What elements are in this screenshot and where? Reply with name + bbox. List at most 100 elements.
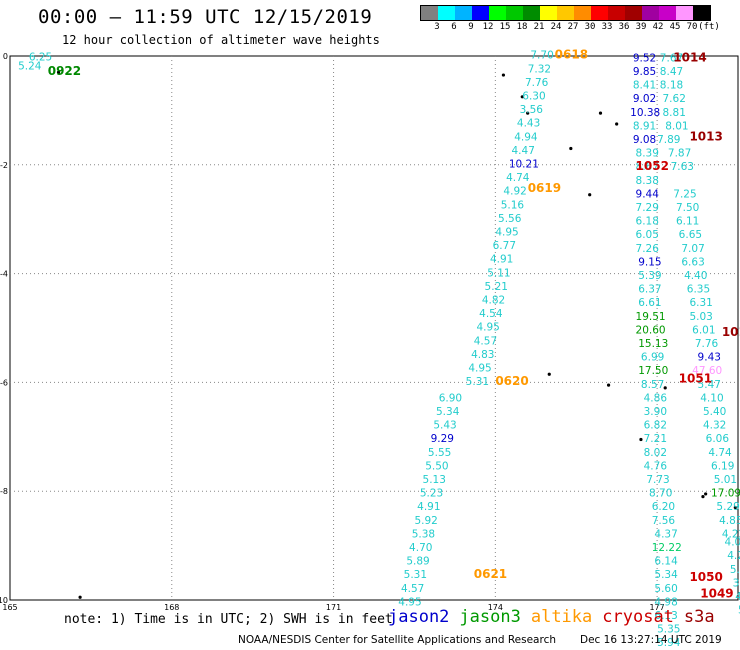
pass-time-label: 1051 — [679, 371, 712, 385]
color-scale-swatch — [540, 6, 557, 20]
swh-value-label: 5.56 — [498, 213, 522, 225]
y-tick-label: -2 — [0, 161, 8, 170]
x-tick-label: 168 — [164, 603, 179, 612]
color-scale-label: 39 — [635, 22, 647, 32]
swh-value-label: 4.40 — [684, 270, 707, 282]
color-scale-label: 42 — [652, 22, 664, 32]
swh-value-label: 6.63 — [681, 256, 704, 268]
swh-value-label: 6.13 — [654, 610, 677, 622]
color-scale-swatch — [574, 6, 591, 20]
swh-value-label: 6.65 — [679, 229, 702, 241]
color-scale-label: 24 — [550, 22, 562, 32]
swh-value-label: 4.95 — [476, 322, 499, 334]
swh-value-label: 8.02 — [644, 447, 667, 459]
swh-value-label: 7.63 — [671, 161, 694, 173]
swh-value-label: 7.25 — [673, 188, 696, 200]
swh-value-label: 10.21 — [509, 159, 539, 171]
swh-value-label: 7.76 — [695, 338, 719, 350]
island-mark — [639, 437, 643, 442]
swh-value-label: 10.38 — [630, 107, 660, 119]
island-mark — [78, 595, 82, 599]
pass-time-label: 0922 — [48, 64, 81, 78]
swh-value-label: 7.29 — [636, 202, 659, 214]
swh-value-label: 7.62 — [663, 93, 686, 105]
pass-time-label: 0618 — [555, 48, 588, 62]
map-title: 00:00 — 11:59 UTC 12/15/2019 — [38, 6, 373, 28]
island-mark — [526, 111, 530, 115]
swh-value-label: 6.37 — [638, 284, 661, 296]
swh-value-label: 6.82 — [644, 420, 667, 432]
swh-value-label: 4.47 — [512, 145, 535, 157]
swh-value-label: 20.60 — [636, 324, 666, 336]
swh-value-label: 6.35 — [687, 284, 710, 296]
legend-altika: altika — [530, 607, 593, 627]
swh-value-label: 4.74 — [506, 172, 530, 184]
island-mark — [606, 383, 611, 387]
swh-value-label: 5.47 — [698, 379, 721, 391]
swh-value-label: 4.95 — [468, 363, 491, 375]
swh-value-label: 4.82 — [482, 295, 505, 307]
swh-value-label: 4.83 — [471, 349, 494, 361]
island-mark — [520, 95, 524, 99]
map-subtitle: 12 hour collection of altimeter wave hei… — [62, 33, 380, 47]
swh-value-label: 6.99 — [641, 352, 664, 364]
swh-value-label: 6.01 — [692, 324, 715, 336]
swh-value-label: 12.22 — [652, 542, 682, 554]
swh-value-label: 4.92 — [503, 186, 526, 198]
swh-value-label: 4.91 — [490, 254, 513, 266]
swh-value-label: 9.43 — [698, 352, 721, 364]
swh-value-label: 5.55 — [428, 447, 451, 459]
color-scale-bar — [420, 5, 711, 21]
swh-value-label: 4.22 — [722, 528, 740, 540]
swh-value-label: 5.13 — [423, 474, 446, 486]
color-scale-label: (ft) — [698, 22, 720, 32]
swh-value-label: 15.13 — [638, 338, 668, 350]
island-mark — [701, 495, 705, 499]
swh-value-label: 17.50 — [638, 365, 668, 377]
swh-value-label: 7.21 — [644, 433, 667, 445]
island-mark — [663, 386, 667, 390]
island-mark — [547, 372, 551, 376]
swh-value-label: 7.89 — [657, 134, 680, 146]
swh-value-label: 9.85 — [633, 66, 656, 78]
swh-value-label: 6.90 — [439, 392, 462, 404]
color-scale-label: 30 — [584, 22, 596, 32]
swh-value-label: 5.31 — [466, 376, 489, 388]
swh-value-label: 5.16 — [501, 199, 525, 211]
swh-value-label: 7.50 — [676, 202, 699, 214]
swh-value-label: 5.39 — [638, 270, 661, 282]
island-mark — [56, 70, 61, 74]
island-mark — [569, 146, 573, 151]
y-tick-label: 0 — [3, 52, 8, 61]
swh-value-label: 4.57 — [474, 335, 497, 347]
color-scale-label: 18 — [516, 22, 528, 32]
swh-value-label: 3.96 — [733, 577, 740, 589]
swh-value-label: 3.90 — [644, 406, 667, 418]
color-scale-swatch — [489, 6, 506, 20]
swh-value-label: 5.03 — [689, 311, 712, 323]
color-scale-label: 9 — [468, 22, 474, 32]
swh-value-label: 8.57 — [641, 379, 664, 391]
swh-value-label: 7.32 — [528, 63, 551, 75]
swh-value-label: 8.38 — [636, 175, 659, 187]
swh-value-label: 4.29 — [727, 550, 740, 562]
pass-time-label: 0620 — [495, 374, 528, 388]
swh-value-label: 4.95 — [495, 227, 518, 239]
x-tick-label: 174 — [488, 603, 503, 612]
swh-value-label: 4.76 — [644, 460, 668, 472]
color-scale-label: 6 — [451, 22, 457, 32]
color-scale-swatch — [642, 6, 659, 20]
color-scale-label: 70 — [686, 22, 698, 32]
swh-value-label: 9.44 — [636, 188, 660, 200]
pass-time-label: 1014 — [673, 50, 706, 64]
pass-time-label: 0619 — [528, 181, 561, 195]
swh-value-label: 7.70 — [530, 50, 553, 62]
color-scale-swatch — [455, 6, 472, 20]
swh-value-label: 5.94 — [657, 637, 681, 649]
swh-value-label: 9.15 — [638, 256, 661, 268]
swh-value-label: 6.20 — [652, 501, 675, 513]
swh-value-label: 5.34 — [654, 569, 678, 581]
color-scale-swatch — [693, 6, 710, 20]
credit-timestamp: Dec 16 13:27:14 UTC 2019 — [580, 634, 722, 646]
swh-value-label: 9.02 — [633, 93, 656, 105]
